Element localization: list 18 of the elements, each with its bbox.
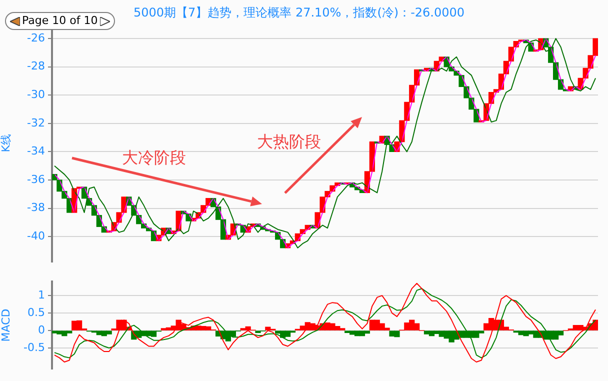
y-tick-label: -28 <box>27 60 45 73</box>
annotation: 大热阶段 <box>257 132 321 152</box>
y-tick-label: 1 <box>38 288 45 302</box>
y-tick-label: -26 <box>27 31 45 44</box>
chart-title: 5000期【7】趋势，理论概率 27.10%，指数(冷)：-26.0000 <box>133 5 465 20</box>
y-tick-label: -36 <box>27 172 45 186</box>
y-tick-label: -0.5 <box>24 340 45 354</box>
annotation: 大冷阶段 <box>122 148 186 168</box>
y-tick-label: -34 <box>27 144 45 158</box>
y-tick-label: -38 <box>27 201 45 214</box>
y-axis-title: MACD <box>0 308 12 342</box>
y-axis-title: K线 <box>0 134 12 152</box>
y-tick-label: 0 <box>38 323 45 336</box>
y-tick-label: -40 <box>27 229 45 242</box>
y-tick-label: 0.5 <box>28 306 45 319</box>
y-tick-label: -30 <box>27 88 45 101</box>
annotation: Page 10 of 10 <box>22 14 98 28</box>
y-tick-label: -32 <box>27 116 45 130</box>
